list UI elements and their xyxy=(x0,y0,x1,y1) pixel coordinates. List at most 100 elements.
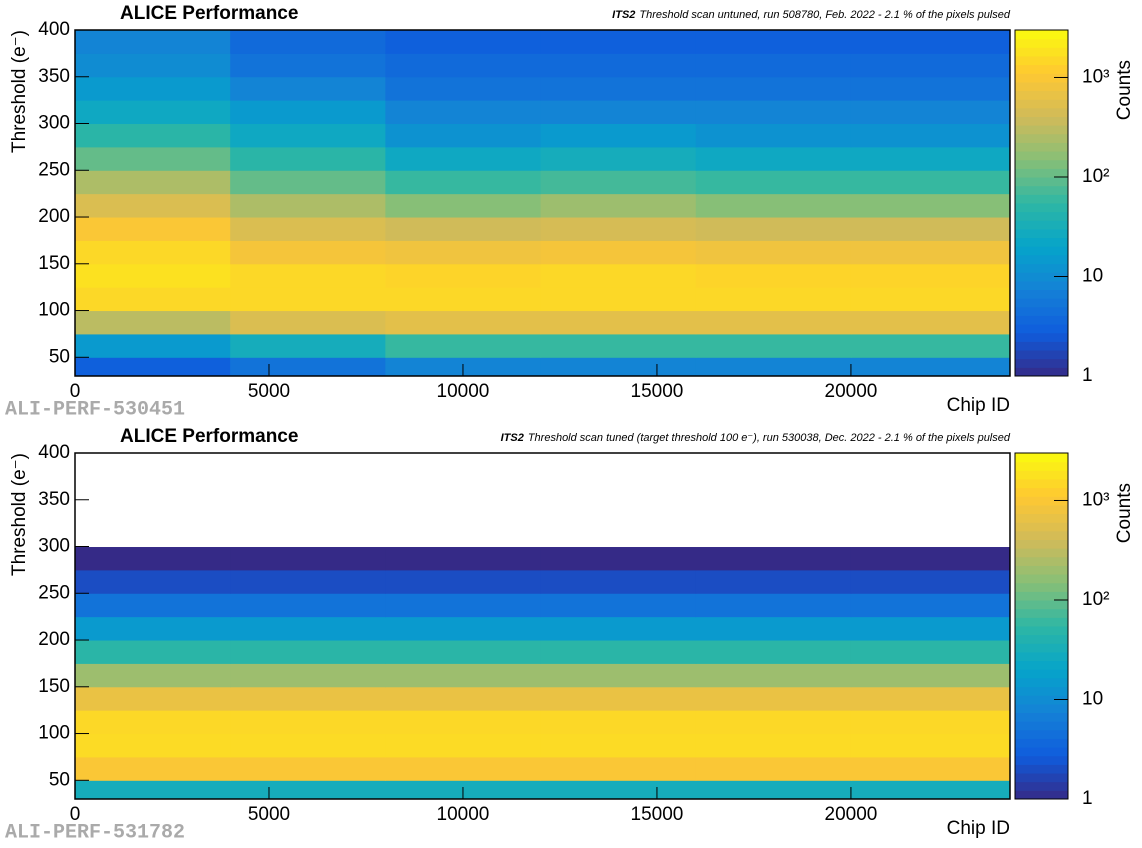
heatmap-cell xyxy=(850,780,1011,800)
y-tick-label: 100 xyxy=(38,300,70,321)
colorbar-band xyxy=(1015,133,1068,143)
heatmap-cell xyxy=(230,357,386,377)
y-tick-label: 150 xyxy=(38,253,70,274)
heatmap-cell xyxy=(230,76,386,101)
heatmap-cell xyxy=(540,30,697,54)
heatmap-cell xyxy=(385,53,542,78)
heatmap-cell xyxy=(850,733,1011,758)
colorbar-band xyxy=(1015,513,1068,523)
heatmap-cell xyxy=(230,640,386,664)
y-tick-label: 50 xyxy=(49,769,70,790)
y-tick-label: 250 xyxy=(38,159,70,180)
colorbar-band xyxy=(1015,660,1068,670)
heatmap-cell xyxy=(385,240,542,265)
plot-frame xyxy=(74,29,1011,377)
heatmap-cell xyxy=(75,523,231,548)
colorbar-band xyxy=(1015,73,1068,83)
heatmap-cell xyxy=(695,593,852,618)
colorbar-band xyxy=(1015,677,1068,688)
colorbar-band xyxy=(1015,203,1068,213)
heatmap-cell xyxy=(695,76,852,101)
y-tick-label: 200 xyxy=(38,629,70,650)
heatmap-cell xyxy=(230,310,386,335)
heatmap-cell xyxy=(850,76,1011,101)
chart-subtitle: ITS2 Threshold scan tuned (target thresho… xyxy=(501,432,1011,444)
colorbar-band xyxy=(1015,591,1068,601)
heatmap-cell xyxy=(850,240,1011,265)
heatmap-cell xyxy=(850,30,1011,54)
heatmap-cell xyxy=(695,569,852,594)
colorbar-band xyxy=(1015,159,1068,169)
heatmap-cell xyxy=(230,733,386,758)
heatmap-cell xyxy=(385,476,542,501)
heatmap-cell xyxy=(850,310,1011,335)
heatmap-cell xyxy=(385,287,542,312)
heatmap-cell xyxy=(75,100,231,125)
heatmap-cell xyxy=(540,616,697,641)
colorbar-band xyxy=(1015,177,1068,187)
heatmap-cell xyxy=(850,593,1011,618)
heatmap-cell xyxy=(850,287,1011,312)
heatmap-cell xyxy=(385,569,542,594)
heatmap-cell xyxy=(75,616,231,641)
heatmap-cell xyxy=(385,663,542,688)
heatmap-cell xyxy=(75,76,231,101)
heatmap-cell xyxy=(230,499,386,524)
heatmap-cell xyxy=(850,453,1011,477)
colorbar-band xyxy=(1015,461,1068,471)
heatmap-cell xyxy=(540,53,697,78)
heatmap-cell xyxy=(230,569,386,594)
heatmap-cell xyxy=(230,523,386,548)
heatmap-cell xyxy=(850,710,1011,735)
heatmap-cell xyxy=(75,146,231,171)
heatmap-cell xyxy=(695,333,852,358)
heatmap-cell xyxy=(695,546,852,571)
y-tick-label: 300 xyxy=(38,536,70,557)
heatmap-cell xyxy=(230,333,386,358)
heatmap-cell xyxy=(695,240,852,265)
heatmap-cell xyxy=(230,546,386,571)
chart-title: ALICE Performance xyxy=(120,3,298,24)
heatmap-cell xyxy=(75,170,231,195)
panel: 0 5000 10000 15000 20000 50 100 150 200 250 300 350… xyxy=(5,426,1135,844)
heatmap-cell xyxy=(540,710,697,735)
heatmap-cell xyxy=(75,310,231,335)
colorbar-band xyxy=(1015,478,1068,489)
heatmap-cell xyxy=(695,146,852,171)
heatmap-cell xyxy=(850,100,1011,125)
colorbar-band xyxy=(1015,643,1068,653)
heatmap-cell xyxy=(230,756,386,781)
heatmap-cell xyxy=(230,780,386,800)
colorbar-band xyxy=(1015,194,1068,204)
heatmap-cell xyxy=(695,100,852,125)
heatmap-cell xyxy=(230,123,386,148)
heatmap-cell xyxy=(695,263,852,288)
heatmap-cell xyxy=(385,640,542,664)
heatmap-cell xyxy=(695,523,852,548)
heatmap-cell xyxy=(75,640,231,664)
heatmap-cell xyxy=(695,123,852,148)
heatmap-cell xyxy=(850,686,1011,711)
heatmap-cell xyxy=(75,593,231,618)
heatmap-cell xyxy=(230,100,386,125)
heatmap-cell xyxy=(230,53,386,78)
x-tick-label: 10000 xyxy=(437,381,490,402)
heatmap-cell xyxy=(695,780,852,800)
z-tick-label: 10² xyxy=(1082,589,1109,610)
heatmap-cell xyxy=(850,170,1011,195)
heatmap-cell xyxy=(695,217,852,241)
heatmap-cell xyxy=(850,53,1011,78)
panel: 0 5000 10000 15000 20000 50 100 150 200 250 300 350… xyxy=(5,3,1135,421)
y-tick-label: 50 xyxy=(49,346,70,367)
colorbar-band xyxy=(1015,237,1068,247)
colorbar-band xyxy=(1015,298,1068,308)
colorbar-band xyxy=(1015,634,1068,644)
heatmap-cell xyxy=(75,546,231,571)
colorbar-band xyxy=(1015,738,1068,748)
colorbar-band xyxy=(1015,350,1068,360)
heatmap-cell xyxy=(540,333,697,358)
heatmap-cell xyxy=(540,100,697,125)
colorbar-band xyxy=(1015,522,1068,532)
heatmap-cell xyxy=(385,453,542,477)
